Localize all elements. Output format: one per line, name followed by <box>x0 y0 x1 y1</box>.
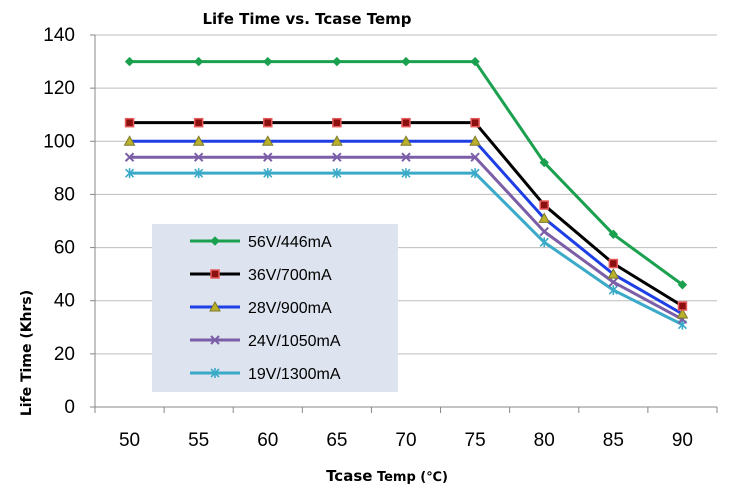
data-point-36v-700ma <box>677 301 688 311</box>
data-point-28v-900ma <box>400 135 412 146</box>
x-tick-label: 85 <box>603 430 624 451</box>
data-point-56v-446ma <box>677 280 688 290</box>
data-point-19v-1300ma <box>332 168 342 179</box>
x-tick-label: 90 <box>672 430 693 451</box>
series-56v-446ma <box>124 56 688 290</box>
y-tick-label: 80 <box>54 184 75 205</box>
legend-label: 19V/1300mA <box>248 366 341 383</box>
data-point-36v-700ma <box>539 200 549 210</box>
data-point-56v-446ma <box>124 56 135 67</box>
series-36v-700ma <box>124 117 688 311</box>
data-point-24v-1050ma <box>470 152 480 162</box>
data-point-56v-446ma <box>608 229 619 239</box>
data-point-36v-700ma <box>608 258 619 269</box>
data-point-28v-900ma <box>261 135 274 146</box>
legend-marker <box>209 300 221 312</box>
y-tick-label: 120 <box>43 78 75 99</box>
data-point-19v-1300ma <box>539 237 549 248</box>
x-tick-label: 65 <box>326 430 347 451</box>
legend-item-28v-900ma: 28V/900mA <box>190 300 332 317</box>
legend-label: 28V/900mA <box>248 300 332 317</box>
y-tick-label: 60 <box>54 238 75 259</box>
data-point-19v-1300ma <box>194 168 204 179</box>
legend-label: 36V/700mA <box>248 267 332 284</box>
data-point-19v-1300ma <box>470 168 480 179</box>
series-28v-900ma <box>123 135 689 319</box>
x-tick-label: 60 <box>257 430 278 451</box>
data-point-28v-900ma <box>469 135 481 146</box>
data-point-24v-1050ma <box>124 152 135 162</box>
series-19v-1300ma <box>124 168 688 330</box>
legend-marker <box>210 236 220 246</box>
x-axis-title: Tcase Temp (℃) <box>326 467 448 485</box>
chart-title: Life Time vs. Tcase Temp <box>202 10 411 28</box>
data-point-56v-446ma <box>193 56 204 67</box>
x-tick-label: 50 <box>119 430 140 451</box>
data-point-56v-446ma <box>470 56 480 67</box>
x-tick-label: 75 <box>465 430 486 451</box>
data-point-28v-900ma <box>331 135 343 146</box>
data-point-56v-446ma <box>263 56 273 67</box>
legend-marker <box>210 335 220 345</box>
axis-layer: 0 20 40 60 80 100 120 140 50 55 60 65 70 75 80 85 90 <box>43 25 718 451</box>
legend-item-56v-446ma: 56V/446mA <box>190 234 332 251</box>
data-point-24v-1050ma <box>193 152 204 162</box>
data-point-36v-700ma <box>401 117 411 128</box>
legend: 56V/446mA 36V/700mA 28V/900mA 24V/1050mA 19V… <box>152 224 398 392</box>
data-point-24v-1050ma <box>401 152 411 162</box>
data-point-36v-700ma <box>470 117 480 128</box>
x-axis-title-rest: Temp (℃) <box>372 470 448 485</box>
y-tick-label: 40 <box>54 291 75 312</box>
data-point-28v-900ma <box>192 135 205 146</box>
data-point-56v-446ma <box>332 56 342 67</box>
data-point-56v-446ma <box>539 157 549 168</box>
series-24v-1050ma <box>124 152 688 325</box>
y-tick-label: 100 <box>43 131 75 152</box>
y-tick-label: 0 <box>64 397 75 418</box>
legend-label: 56V/446mA <box>248 234 332 251</box>
data-point-24v-1050ma <box>263 152 273 162</box>
data-point-19v-1300ma <box>401 168 411 179</box>
legend-label: 24V/1050mA <box>248 333 341 350</box>
data-point-36v-700ma <box>124 117 135 128</box>
x-tick-label: 70 <box>395 430 416 451</box>
data-point-28v-900ma <box>607 268 620 279</box>
data-point-28v-900ma <box>676 307 689 319</box>
y-tick-label: 20 <box>54 344 75 365</box>
x-tick-label: 55 <box>188 430 209 451</box>
y-tick-label: 140 <box>43 25 75 46</box>
data-point-19v-1300ma <box>608 285 618 296</box>
data-point-24v-1050ma <box>332 152 342 162</box>
legend-item-36v-700ma: 36V/700mA <box>190 267 332 284</box>
data-point-36v-700ma <box>332 117 342 128</box>
x-axis-title-main: Tcase <box>326 467 372 485</box>
data-point-24v-1050ma <box>539 226 549 237</box>
legend-marker <box>210 269 220 279</box>
data-point-36v-700ma <box>193 117 204 128</box>
legend-item-19v-1300ma: 19V/1300mA <box>190 366 341 383</box>
data-point-19v-1300ma <box>263 168 273 179</box>
legend-item-24v-1050ma: 24V/1050mA <box>190 333 341 350</box>
legend-marker <box>210 368 220 378</box>
data-point-36v-700ma <box>263 117 273 128</box>
y-axis-title: Life Time (Khrs) <box>19 290 35 416</box>
data-point-19v-1300ma <box>124 168 135 179</box>
data-point-28v-900ma <box>538 212 551 223</box>
data-point-28v-900ma <box>123 135 136 146</box>
data-point-56v-446ma <box>401 56 411 67</box>
x-tick-label: 80 <box>534 430 555 451</box>
data-point-24v-1050ma <box>608 277 619 287</box>
series-layer <box>123 56 689 330</box>
